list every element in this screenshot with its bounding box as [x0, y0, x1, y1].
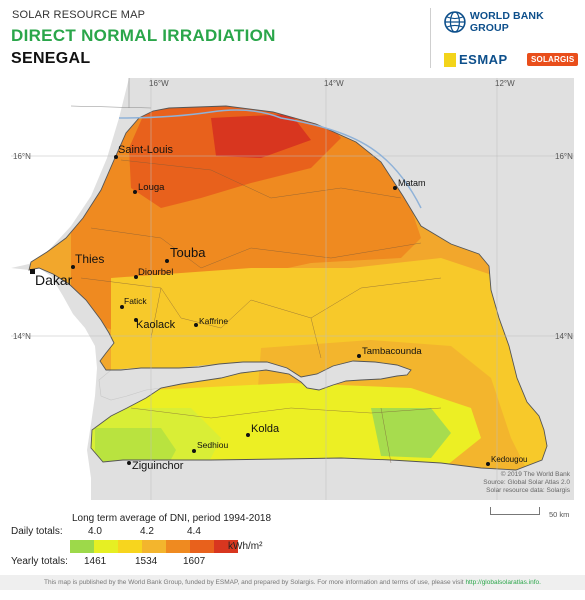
map-type-label: SOLAR RESOURCE MAP: [12, 9, 146, 21]
legend-yearly-value-1: 1461: [84, 556, 107, 567]
city-marker-tambacounda: [357, 354, 361, 358]
city-label-fatick: Fatick: [124, 296, 147, 306]
city-marker-matam: [393, 186, 397, 190]
mauritania-border: [70, 78, 152, 109]
footer-link[interactable]: http://globalsolaratlas.info.: [465, 579, 541, 586]
admin-boundaries: [80, 159, 442, 464]
map-canvas: [11, 78, 574, 500]
city-label-sedhiou: Sedhiou: [197, 440, 229, 450]
city-marker-diourbel: [134, 275, 138, 279]
credit-line-3: Solar resource data: Solargis: [486, 487, 570, 494]
city-label-tambacounda: Tambacounda: [362, 346, 422, 357]
city-label-kaolack: Kaolack: [136, 319, 176, 331]
lat-label-16n-left: 16°N: [13, 152, 31, 161]
lon-label-14w: 14°W: [324, 79, 344, 88]
lat-label-14n-left: 14°N: [13, 332, 31, 341]
world-bank-logo: WORLD BANK GROUP: [444, 10, 585, 34]
lat-label-14n-right: 14°N: [555, 332, 573, 341]
ocean-south: [11, 268, 97, 500]
legend-daily-value-1: 4.0: [88, 526, 102, 537]
city-label-kaffrine: Kaffrine: [199, 316, 229, 326]
scale-label: 50 km: [549, 510, 570, 519]
city-marker-dakar: [30, 269, 35, 274]
city-marker-saint-louis: [114, 155, 118, 159]
city-label-matam: Matam: [398, 178, 426, 188]
city-label-diourbel: Diourbel: [138, 267, 174, 278]
legend-swatch: [166, 540, 190, 553]
city-marker-fatick: [120, 305, 124, 309]
legend-unit: kWh/m²: [228, 541, 263, 552]
legend-swatch: [70, 540, 94, 553]
dni-band-highest: [211, 114, 311, 158]
city-label-ziguinchor: Ziguinchor: [132, 460, 184, 472]
city-marker-louga: [133, 190, 137, 194]
esmap-name: ESMAP: [459, 52, 508, 67]
city-marker-kaolack: [134, 318, 138, 322]
legend-swatch: [94, 540, 118, 553]
ocean-north: [11, 78, 129, 268]
country-name: SENEGAL: [11, 50, 91, 67]
legend-swatch: [142, 540, 166, 553]
city-label-dakar: Dakar: [35, 272, 73, 288]
map-credits: © 2019 The World Bank Source: Global Sol…: [483, 471, 570, 495]
lon-label-16w: 16°W: [149, 79, 169, 88]
city-label-kedougou: Kedougou: [491, 455, 528, 464]
legend-swatch: [190, 540, 214, 553]
legend-daily-label: Daily totals:: [11, 526, 63, 537]
esmap-mark-icon: [444, 52, 456, 67]
scale-bar: [490, 507, 540, 515]
legend-swatch: [118, 540, 142, 553]
city-marker-sedhiou: [192, 449, 196, 453]
city-label-saint-louis: Saint-Louis: [118, 144, 174, 156]
header-divider: [430, 8, 431, 68]
lon-label-12w: 12°W: [495, 79, 515, 88]
header: SOLAR RESOURCE MAP DIRECT NORMAL IRRADIA…: [0, 0, 585, 78]
legend-yearly-label: Yearly totals:: [11, 556, 68, 567]
world-bank-name: WORLD BANK GROUP: [469, 10, 544, 34]
footer-text: This map is published by the World Bank …: [44, 579, 464, 586]
footer: This map is published by the World Bank …: [0, 575, 585, 590]
city-marker-kedougou: [486, 462, 490, 466]
city-marker-thies: [71, 265, 75, 269]
legend-yearly-value-2: 1534: [135, 556, 158, 567]
credit-line-1: © 2019 The World Bank: [500, 471, 570, 478]
esmap-logo: ESMAP: [444, 52, 508, 67]
solar-map: 16°W 14°W 12°W 16°N 16°N 14°N 14°N Saint…: [11, 78, 574, 500]
city-marker-ziguinchor: [127, 461, 131, 465]
legend-yearly-value-3: 1607: [183, 556, 206, 567]
city-marker-touba: [165, 259, 169, 263]
city-label-louga: Louga: [138, 182, 165, 193]
legend-daily-value-3: 4.4: [187, 526, 201, 537]
legend-title: Long term average of DNI, period 1994-20…: [72, 513, 272, 524]
legend-daily-value-2: 4.2: [140, 526, 154, 537]
credit-line-2: Source: Global Solar Atlas 2.0: [483, 479, 570, 486]
graticule: [11, 78, 574, 500]
solargis-logo: SOLARGIS: [527, 53, 579, 66]
city-marker-kolda: [246, 433, 250, 437]
senegal-river: [118, 109, 422, 209]
lat-label-16n-right: 16°N: [555, 152, 573, 161]
city-label-kolda: Kolda: [251, 423, 280, 435]
map-title: DIRECT NORMAL IRRADIATION: [11, 26, 276, 45]
dni-surface: [29, 106, 547, 470]
globe-icon: [444, 11, 466, 33]
dni-band-lowest-east: [371, 408, 451, 458]
city-label-touba: Touba: [170, 245, 206, 260]
legend-swatch: [214, 540, 238, 553]
city-label-thies: Thies: [75, 252, 105, 266]
city-marker-kaffrine: [194, 323, 198, 327]
